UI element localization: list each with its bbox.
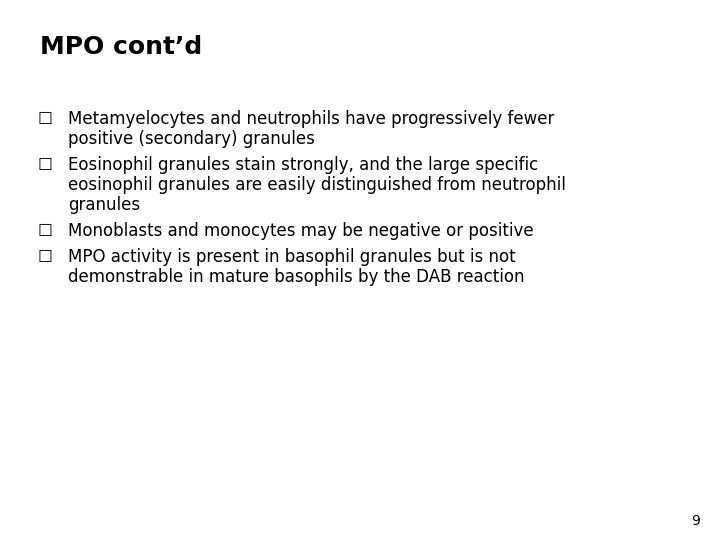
Text: eosinophil granules are easily distinguished from neutrophil: eosinophil granules are easily distingui… xyxy=(68,176,566,194)
Text: Metamyelocytes and neutrophils have progressively fewer: Metamyelocytes and neutrophils have prog… xyxy=(68,110,554,128)
Text: MPO activity is present in basophil granules but is not: MPO activity is present in basophil gran… xyxy=(68,248,516,266)
Text: ☐: ☐ xyxy=(38,248,53,266)
Text: ☐: ☐ xyxy=(38,222,53,240)
Text: 9: 9 xyxy=(691,514,700,528)
Text: positive (secondary) granules: positive (secondary) granules xyxy=(68,130,315,148)
Text: ☐: ☐ xyxy=(38,156,53,174)
Text: demonstrable in mature basophils by the DAB reaction: demonstrable in mature basophils by the … xyxy=(68,268,524,286)
Text: Monoblasts and monocytes may be negative or positive: Monoblasts and monocytes may be negative… xyxy=(68,222,534,240)
Text: MPO cont’d: MPO cont’d xyxy=(40,35,202,59)
Text: Eosinophil granules stain strongly, and the large specific: Eosinophil granules stain strongly, and … xyxy=(68,156,539,174)
Text: granules: granules xyxy=(68,196,140,214)
Text: ☐: ☐ xyxy=(38,110,53,128)
